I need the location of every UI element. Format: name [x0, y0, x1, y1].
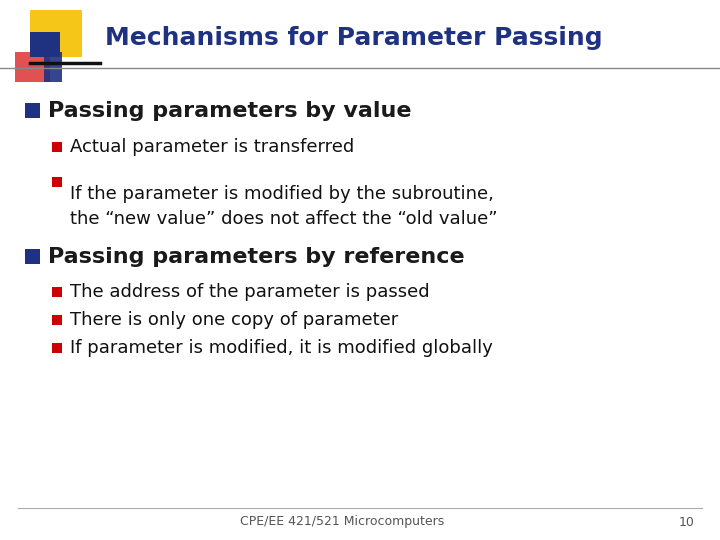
Bar [52, 142, 62, 152]
Text: If parameter is modified, it is modified globally: If parameter is modified, it is modified… [70, 339, 493, 357]
Bar [25, 103, 40, 118]
Bar [52, 177, 62, 187]
Bar [44, 52, 62, 82]
Bar [15, 52, 50, 82]
Bar [30, 32, 60, 57]
Bar [30, 10, 82, 57]
Text: 10: 10 [679, 516, 695, 529]
Bar [52, 287, 62, 297]
Text: Passing parameters by reference: Passing parameters by reference [48, 247, 464, 267]
Bar [52, 343, 62, 353]
Text: If the parameter is modified by the subroutine,
the “new value” does not affect : If the parameter is modified by the subr… [70, 185, 498, 228]
Text: Mechanisms for Parameter Passing: Mechanisms for Parameter Passing [105, 26, 603, 50]
Text: Passing parameters by value: Passing parameters by value [48, 101, 412, 121]
Bar [52, 315, 62, 325]
Text: CPE/EE 421/521 Microcomputers: CPE/EE 421/521 Microcomputers [240, 516, 444, 529]
Text: Actual parameter is transferred: Actual parameter is transferred [70, 138, 354, 156]
Bar [25, 249, 40, 264]
Text: There is only one copy of parameter: There is only one copy of parameter [70, 311, 398, 329]
Text: The address of the parameter is passed: The address of the parameter is passed [70, 283, 430, 301]
